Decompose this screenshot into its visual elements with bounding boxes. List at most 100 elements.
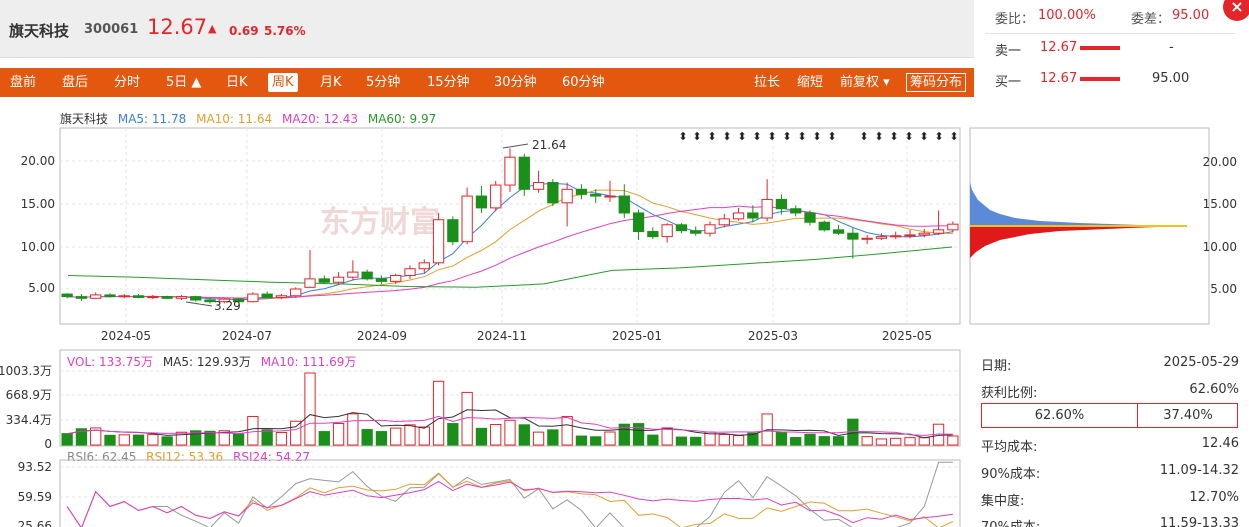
candle-body xyxy=(532,182,545,190)
event-marker-icon: ⬍ xyxy=(767,130,776,143)
tab-5day[interactable]: 5日 ▲ xyxy=(166,75,202,90)
event-marker-icon: ⬍ xyxy=(737,130,746,143)
tab-15min[interactable]: 15分钟 xyxy=(427,75,470,90)
candle-body xyxy=(104,294,116,298)
shrink-button[interactable]: 缩短 xyxy=(797,75,824,90)
tab-5min[interactable]: 5分钟 xyxy=(366,75,401,90)
event-markers[interactable]: ⬍ ⬍ ⬍ ⬍ ⬍ ⬍ ⬍ ⬍ ⬍ ⬍ ⬍ ⬍ ⬍ ⬍ ⬍ ⬍ ⬍ ⬍ xyxy=(678,130,958,143)
volume-bar xyxy=(490,423,502,446)
chip-distribution-button[interactable]: 筹码分布 xyxy=(906,73,967,92)
y-tick-label: 15.00 xyxy=(21,197,55,211)
event-marker-icon: ⬍ xyxy=(707,130,716,143)
volume-bar xyxy=(190,430,202,446)
event-marker-icon: ⬍ xyxy=(934,130,943,143)
volume-bar xyxy=(375,431,388,446)
rsi6-line xyxy=(66,461,953,527)
y-tick-label: 15.00 xyxy=(1203,197,1237,211)
volume-bar xyxy=(418,426,430,446)
tab-monthly-k[interactable]: 月K xyxy=(320,75,342,90)
chip-distribution xyxy=(970,182,1187,258)
date-label: 日期: xyxy=(981,359,1012,374)
volume-tick-label: 668.9万 xyxy=(6,388,52,402)
rsi-lines xyxy=(66,461,954,527)
max-annotation: 21.64 xyxy=(502,138,566,152)
candle-body xyxy=(347,271,359,278)
volume-bar xyxy=(775,431,788,446)
chip-y-axis: 20.00 15.00 10.00 5.00 xyxy=(1203,155,1237,296)
sell1-price: 12.67 xyxy=(1040,40,1078,55)
candle-body xyxy=(747,212,759,219)
tab-60min[interactable]: 60分钟 xyxy=(562,75,605,90)
volume-bar xyxy=(247,415,259,446)
stock-chart[interactable]: 20.00 15.00 10.00 5.00 2024-05 2024-07 2… xyxy=(0,120,1249,527)
volume-bar xyxy=(90,427,102,446)
buy1-price: 12.67 xyxy=(1040,71,1078,86)
tab-daily-k[interactable]: 日K xyxy=(226,75,248,90)
tab-postmarket[interactable]: 盘后 xyxy=(62,75,89,90)
volume-bar xyxy=(147,434,159,446)
close-icon[interactable]: × xyxy=(1223,0,1249,21)
volume-bar xyxy=(832,436,845,446)
volume-bar xyxy=(347,413,359,446)
volume-frame xyxy=(59,349,961,447)
volume-ma10-line xyxy=(67,415,953,436)
rsi-grid xyxy=(60,466,960,498)
volume-bar xyxy=(290,420,302,446)
volume-bar xyxy=(718,433,730,446)
tab-intraday[interactable]: 分时 xyxy=(114,75,141,90)
cost90-value: 11.09-14.32 xyxy=(1159,463,1239,478)
volume-bar xyxy=(904,437,916,446)
rsi-tick-label: 93.52 xyxy=(18,460,52,474)
sell1-volume-bar xyxy=(1080,46,1120,50)
volume-bar xyxy=(404,424,416,446)
sell1-row: 卖一 12.67 - xyxy=(985,38,1249,66)
y-tick-label: 10.00 xyxy=(21,240,55,254)
volume-bar xyxy=(61,433,73,446)
volume-tick-label: 334.4万 xyxy=(6,413,52,427)
candle-body xyxy=(832,229,845,234)
candle-body xyxy=(804,212,816,223)
event-marker-icon: ⬍ xyxy=(752,130,761,143)
buy1-volume-bar xyxy=(1080,77,1120,81)
profit-ratio-bar: 62.60% 37.40% xyxy=(981,403,1238,428)
candle-body xyxy=(875,236,888,239)
candle-body xyxy=(575,188,588,195)
avg-cost-label: 平均成本: xyxy=(981,440,1038,455)
candle-body xyxy=(275,295,288,298)
buy1-label: 买一 xyxy=(995,75,1022,90)
price-frame xyxy=(59,127,961,325)
volume-bar xyxy=(261,429,273,446)
candle-body xyxy=(204,299,216,303)
volume-bar xyxy=(175,431,188,446)
volume-bar xyxy=(875,438,888,446)
stretch-button[interactable]: 拉长 xyxy=(754,75,781,90)
tab-premarket[interactable]: 盘前 xyxy=(10,75,37,90)
volume-bar xyxy=(75,428,88,446)
forward-adjust-dropdown[interactable]: 前复权 ▾ xyxy=(840,75,890,90)
cost90-label: 90%成本: xyxy=(981,467,1041,482)
legend-ma10: MA10: 11.64 xyxy=(196,112,273,126)
volume-bar xyxy=(504,419,516,446)
candle-body xyxy=(504,156,516,186)
tab-weekly-k[interactable]: 周K xyxy=(268,73,298,92)
candle-body xyxy=(918,232,930,236)
price-x-axis: 2024-05 2024-07 2024-09 2024-11 2025-01 … xyxy=(101,329,932,343)
profit-ratio-right: 37.40% xyxy=(1163,408,1213,423)
volume-bar xyxy=(575,435,588,446)
y-tick-label: 20.00 xyxy=(1203,155,1237,169)
volume-bar xyxy=(790,437,802,446)
up-arrow-icon: ▲ xyxy=(208,22,217,35)
candle-body xyxy=(261,293,273,298)
volume-bar xyxy=(318,431,330,446)
event-marker-icon: ⬍ xyxy=(692,130,701,143)
y-tick-label: 5.00 xyxy=(28,281,55,295)
cost70-value: 11.59-13.33 xyxy=(1159,516,1239,527)
buy1-row: 买一 12.67 95.00 xyxy=(985,69,1249,97)
volume-bar xyxy=(332,422,345,446)
tab-30min[interactable]: 30分钟 xyxy=(494,75,537,90)
candle-body xyxy=(432,219,445,264)
volume-bar xyxy=(218,430,230,446)
legend-vol: VOL: 133.75万 xyxy=(67,355,153,369)
candle-body xyxy=(632,212,645,233)
volume-bar xyxy=(661,427,673,446)
